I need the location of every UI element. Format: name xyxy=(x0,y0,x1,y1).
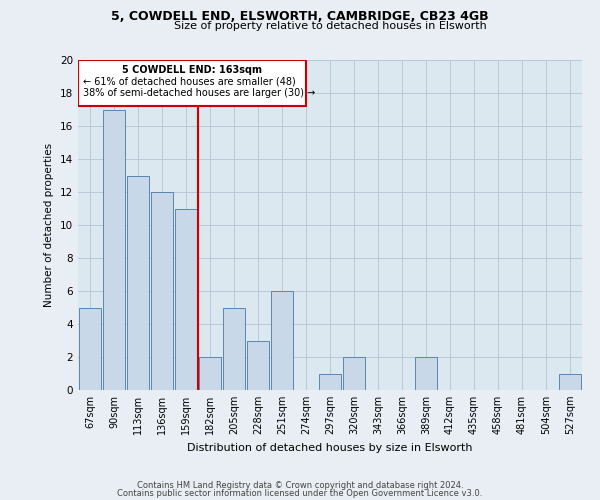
Bar xyxy=(199,357,221,390)
Text: 5 COWDELL END: 163sqm: 5 COWDELL END: 163sqm xyxy=(122,65,262,75)
Title: Size of property relative to detached houses in Elsworth: Size of property relative to detached ho… xyxy=(173,22,487,32)
Bar xyxy=(175,208,197,390)
Bar xyxy=(343,357,365,390)
Y-axis label: Number of detached properties: Number of detached properties xyxy=(44,143,55,307)
Bar xyxy=(79,308,101,390)
X-axis label: Distribution of detached houses by size in Elsworth: Distribution of detached houses by size … xyxy=(187,442,473,452)
Bar xyxy=(415,357,437,390)
Bar xyxy=(103,110,125,390)
Text: ← 61% of detached houses are smaller (48): ← 61% of detached houses are smaller (48… xyxy=(83,76,296,86)
Bar xyxy=(319,374,341,390)
Text: Contains HM Land Registry data © Crown copyright and database right 2024.: Contains HM Land Registry data © Crown c… xyxy=(137,481,463,490)
FancyBboxPatch shape xyxy=(78,60,306,106)
Text: Contains public sector information licensed under the Open Government Licence v3: Contains public sector information licen… xyxy=(118,488,482,498)
Bar xyxy=(271,291,293,390)
Text: 5, COWDELL END, ELSWORTH, CAMBRIDGE, CB23 4GB: 5, COWDELL END, ELSWORTH, CAMBRIDGE, CB2… xyxy=(111,10,489,23)
Bar xyxy=(247,340,269,390)
Bar xyxy=(223,308,245,390)
Text: 38% of semi-detached houses are larger (30) →: 38% of semi-detached houses are larger (… xyxy=(83,88,315,98)
Bar xyxy=(151,192,173,390)
Bar xyxy=(559,374,581,390)
Bar xyxy=(127,176,149,390)
